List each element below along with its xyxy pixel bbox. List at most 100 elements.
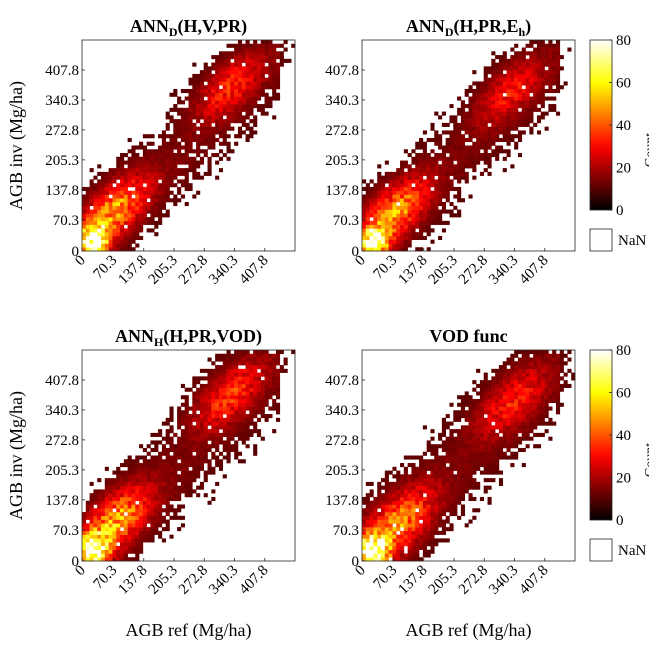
heatmap-cell — [260, 43, 265, 48]
heatmap-cell — [377, 534, 382, 539]
heatmap-cell — [365, 504, 370, 509]
heatmap-cell — [158, 478, 163, 483]
heatmap-cell — [498, 115, 504, 120]
heatmap-cell — [249, 96, 254, 101]
heatmap-cell — [495, 100, 500, 105]
heatmap-cell — [104, 512, 109, 517]
heatmap-cell — [230, 417, 235, 422]
heatmap-cell — [434, 451, 439, 456]
axes-box — [81, 39, 296, 252]
heatmap-cell — [256, 361, 262, 366]
heatmap-cell — [222, 137, 227, 143]
heatmap-cell — [199, 406, 205, 411]
heatmap-cell — [506, 122, 511, 127]
heatmap-cell — [279, 62, 284, 67]
heatmap-cell — [234, 100, 239, 105]
heatmap-cell — [196, 100, 201, 105]
heatmap-cell — [207, 88, 212, 94]
heatmap-cell — [384, 481, 389, 486]
heatmap-cell — [415, 183, 420, 188]
heatmap-cell — [510, 444, 515, 449]
heatmap-cell — [226, 73, 231, 78]
heatmap-cell — [449, 527, 454, 532]
heatmap-cell — [536, 361, 542, 366]
heatmap-cell — [521, 81, 526, 86]
heatmap-cell — [215, 368, 220, 373]
heatmap-cell — [464, 451, 469, 456]
heatmap-cell — [514, 107, 519, 112]
heatmap-cell — [476, 444, 481, 449]
heatmap-cell — [234, 141, 239, 146]
heatmap-cell — [116, 175, 121, 180]
heatmap-cell — [97, 179, 102, 184]
heatmap-cell — [407, 232, 412, 237]
heatmap-cell — [483, 149, 488, 154]
heatmap-cell — [249, 380, 254, 385]
heatmap-cell — [272, 62, 277, 67]
heatmap-cell — [150, 168, 155, 173]
heatmap-cell — [419, 545, 424, 550]
heatmap-cell — [362, 213, 367, 218]
heatmap-cell — [498, 145, 504, 150]
heatmap-cell — [472, 380, 477, 385]
heatmap-cell — [396, 474, 401, 479]
heatmap-cell — [544, 368, 549, 373]
heatmap-cell — [403, 160, 408, 165]
heatmap-cell — [120, 489, 125, 494]
heatmap-cell — [120, 508, 125, 513]
heatmap-cell — [438, 134, 443, 139]
heatmap-cell — [472, 436, 477, 441]
heatmap-cell — [104, 496, 109, 502]
heatmap-cell — [188, 168, 193, 173]
heatmap-cell — [135, 512, 140, 517]
heatmap-cell — [104, 545, 109, 550]
heatmap-cell — [491, 149, 496, 154]
heatmap-cell — [381, 515, 386, 520]
heatmap-cell — [540, 62, 545, 67]
heatmap-cell — [161, 134, 166, 139]
heatmap-cell — [384, 557, 389, 562]
heatmap-cell — [381, 190, 386, 195]
heatmap-cell — [291, 350, 296, 355]
heatmap-cell — [479, 81, 485, 86]
heatmap-cell — [403, 183, 408, 188]
heatmap-cell — [237, 417, 243, 422]
heatmap-cell — [544, 372, 549, 377]
heatmap-cell — [525, 398, 530, 404]
heatmap-cell — [438, 444, 443, 449]
heatmap-cell — [260, 47, 265, 52]
heatmap-cell — [514, 81, 519, 86]
heatmap-cell — [158, 194, 163, 199]
heatmap-cell — [449, 156, 454, 161]
heatmap-cell — [548, 58, 553, 63]
heatmap-cell — [476, 126, 481, 131]
heatmap-cell — [502, 137, 507, 143]
heatmap-cell — [192, 463, 197, 468]
heatmap-cell — [495, 432, 500, 437]
heatmap-cell — [403, 239, 408, 244]
heatmap-cell — [116, 243, 121, 248]
heatmap-cell — [403, 538, 408, 543]
heatmap-cell — [142, 489, 147, 494]
heatmap-cell — [468, 440, 473, 445]
heatmap-cell — [120, 190, 125, 195]
heatmap-cell — [139, 530, 144, 535]
heatmap-cell — [85, 545, 90, 550]
heatmap-cell — [476, 100, 481, 105]
heatmap-cell — [256, 350, 262, 355]
heatmap-cell — [514, 380, 519, 385]
heatmap-cell — [192, 62, 197, 67]
heatmap-cell — [158, 474, 163, 479]
heatmap-cell — [169, 141, 174, 146]
heatmap-cell — [218, 58, 224, 63]
heatmap-cell — [517, 417, 523, 422]
heatmap-cell — [498, 96, 504, 101]
heatmap-cell — [150, 194, 155, 199]
heatmap-cell — [234, 395, 239, 400]
heatmap-cell — [506, 70, 511, 75]
heatmap-cell — [218, 156, 224, 161]
heatmap-cell — [441, 527, 446, 532]
heatmap-cell — [457, 481, 462, 486]
heatmap-cell — [161, 489, 166, 494]
heatmap-cell — [422, 496, 427, 502]
